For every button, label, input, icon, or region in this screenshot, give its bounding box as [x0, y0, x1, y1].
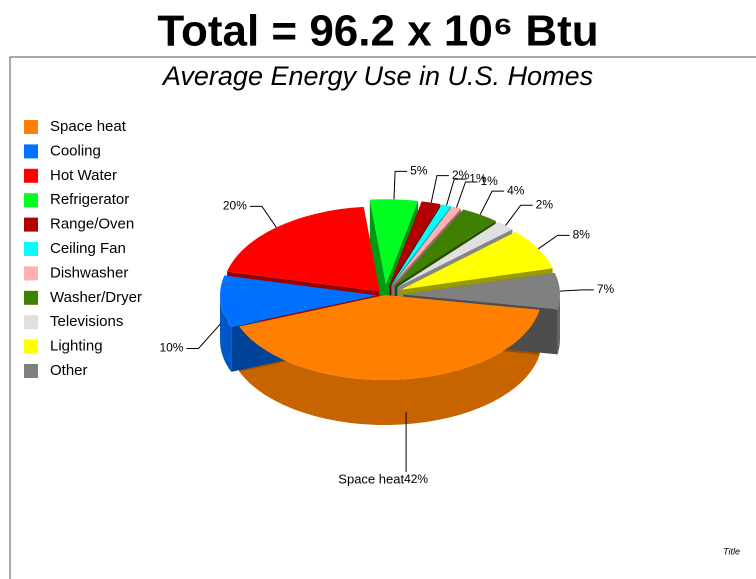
- legend-swatch: [24, 144, 38, 159]
- leader-line: [393, 170, 408, 200]
- slice: [397, 222, 513, 288]
- data-label: 7%: [597, 282, 615, 296]
- leader-line: [505, 204, 533, 226]
- legend-label: Televisions: [50, 313, 123, 330]
- slice: [402, 272, 560, 310]
- slice: [391, 204, 452, 285]
- leader-line: [186, 323, 221, 349]
- data-label: 20%: [223, 199, 247, 213]
- legend-swatch: [24, 266, 38, 281]
- legend-swatch: [24, 193, 38, 208]
- legend-swatch: [24, 120, 38, 134]
- legend-swatch: [24, 242, 38, 256]
- data-label: 4%: [507, 183, 525, 197]
- leader-line: [430, 175, 449, 203]
- slice: [369, 199, 418, 285]
- slice: [239, 295, 540, 380]
- data-label: 5%: [410, 164, 428, 178]
- slice-side: [220, 295, 232, 372]
- data-label: 1%: [480, 174, 498, 188]
- legend-label: Washer/Dryer: [50, 289, 142, 306]
- legend-label: Ceiling Fan: [50, 240, 126, 257]
- legend-swatch: [24, 364, 38, 378]
- legend-label: Dishwasher: [50, 264, 128, 281]
- slice: [220, 275, 378, 327]
- legend-label: Cooling: [50, 142, 101, 159]
- legend-swatch: [24, 315, 38, 330]
- data-label: 10%: [159, 341, 183, 355]
- slice: [394, 209, 496, 286]
- data-label: 2%: [536, 197, 554, 211]
- legend-label: Space heat: [50, 118, 127, 135]
- leader-line: [479, 190, 505, 215]
- leader-line: [249, 205, 277, 228]
- annotation: Title: [723, 546, 740, 556]
- legend-label: Lighting: [50, 338, 103, 355]
- data-label: 8%: [573, 227, 591, 241]
- data-label: 2%: [452, 168, 470, 182]
- leader-line: [559, 289, 594, 292]
- legend-swatch: [24, 217, 38, 232]
- legend-label: Hot Water: [50, 167, 117, 184]
- leader-line: [456, 181, 478, 208]
- slice-side: [557, 294, 560, 355]
- category-label: Space heat: [338, 471, 404, 486]
- legend-label: Other: [50, 362, 88, 379]
- slice: [389, 201, 441, 285]
- slice: [400, 231, 553, 290]
- chart-title: Total = 96.2 x 10⁶ Btu: [157, 7, 598, 56]
- leader-line: [446, 178, 467, 206]
- legend-swatch: [24, 339, 38, 354]
- legend-swatch: [24, 168, 38, 183]
- data-label: 42%: [404, 472, 428, 486]
- slice-side: [239, 309, 540, 425]
- legend-label: Refrigerator: [50, 191, 129, 208]
- legend-label: Range/Oven: [50, 216, 134, 233]
- slice: [227, 206, 380, 292]
- legend-swatch: [24, 290, 38, 305]
- slice: [392, 206, 461, 286]
- leader-line: [538, 234, 570, 250]
- chart-subtitle: Average Energy Use in U.S. Homes: [161, 61, 593, 91]
